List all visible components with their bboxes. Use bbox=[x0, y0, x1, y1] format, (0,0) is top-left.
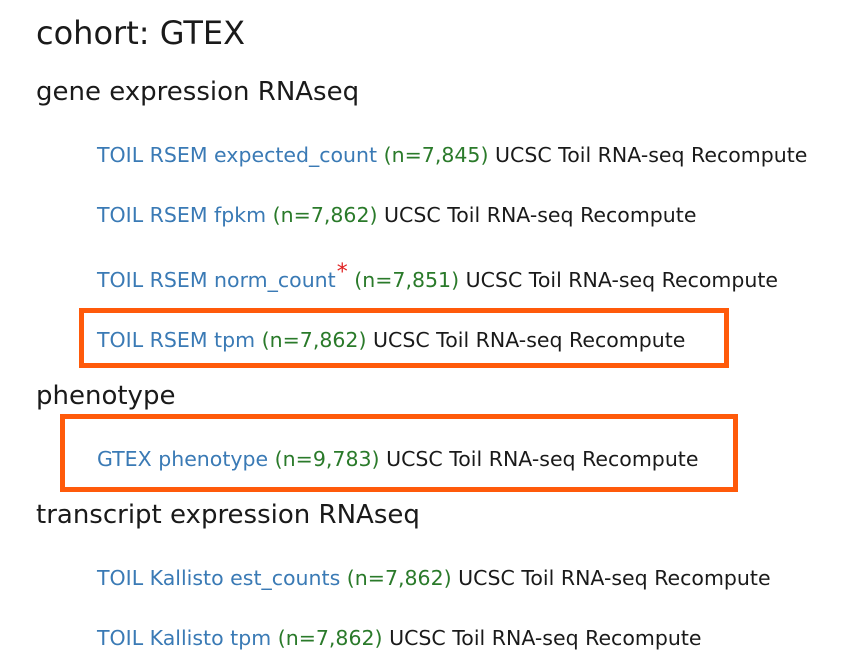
dataset-source: UCSC Toil RNA-seq Recompute bbox=[465, 268, 779, 292]
section-title-transcript-expression: transcript expression RNAseq bbox=[36, 500, 420, 530]
section-title-phenotype: phenotype bbox=[36, 381, 176, 411]
dataset-link-rsem-tpm[interactable]: TOIL RSEM tpm bbox=[97, 328, 256, 352]
dataset-link-kallisto-est-counts[interactable]: TOIL Kallisto est_counts bbox=[97, 566, 341, 590]
dataset-row: TOIL RSEM tpm (n=7,862) UCSC Toil RNA-se… bbox=[97, 328, 685, 353]
dataset-row: TOIL RSEM expected_count (n=7,845) UCSC … bbox=[97, 143, 807, 168]
dataset-source: UCSC Toil RNA-seq Recompute bbox=[458, 566, 771, 590]
sample-count: (n=7,845) bbox=[383, 143, 489, 167]
sample-count: (n=7,862) bbox=[277, 626, 383, 650]
dataset-row: TOIL RSEM norm_count* (n=7,851) UCSC Toi… bbox=[97, 260, 779, 294]
sample-count: (n=7,851) bbox=[354, 268, 460, 292]
dataset-link-rsem-norm-count[interactable]: TOIL RSEM norm_count bbox=[97, 268, 336, 292]
cohort-title: cohort: GTEX bbox=[36, 14, 246, 52]
sample-count: (n=7,862) bbox=[346, 566, 452, 590]
dataset-row: TOIL RSEM fpkm (n=7,862) UCSC Toil RNA-s… bbox=[97, 203, 696, 228]
star-marker: * bbox=[336, 260, 348, 285]
dataset-row: TOIL Kallisto tpm (n=7,862) UCSC Toil RN… bbox=[97, 626, 702, 651]
sample-count: (n=7,862) bbox=[261, 328, 367, 352]
dataset-source: UCSC Toil RNA-seq Recompute bbox=[389, 626, 702, 650]
dataset-link-rsem-fpkm[interactable]: TOIL RSEM fpkm bbox=[97, 203, 267, 227]
dataset-source: UCSC Toil RNA-seq Recompute bbox=[386, 447, 699, 471]
dataset-row: TOIL Kallisto est_counts (n=7,862) UCSC … bbox=[97, 566, 771, 591]
sample-count: (n=9,783) bbox=[274, 447, 380, 471]
section-title-gene-expression: gene expression RNAseq bbox=[36, 77, 360, 107]
dataset-source: UCSC Toil RNA-seq Recompute bbox=[495, 143, 808, 167]
dataset-link-rsem-expected-count[interactable]: TOIL RSEM expected_count bbox=[97, 143, 378, 167]
dataset-link-kallisto-tpm[interactable]: TOIL Kallisto tpm bbox=[97, 626, 272, 650]
dataset-source: UCSC Toil RNA-seq Recompute bbox=[373, 328, 686, 352]
dataset-link-gtex-phenotype[interactable]: GTEX phenotype bbox=[97, 447, 269, 471]
dataset-source: UCSC Toil RNA-seq Recompute bbox=[384, 203, 697, 227]
sample-count: (n=7,862) bbox=[272, 203, 378, 227]
dataset-row: GTEX phenotype (n=9,783) UCSC Toil RNA-s… bbox=[97, 447, 698, 472]
